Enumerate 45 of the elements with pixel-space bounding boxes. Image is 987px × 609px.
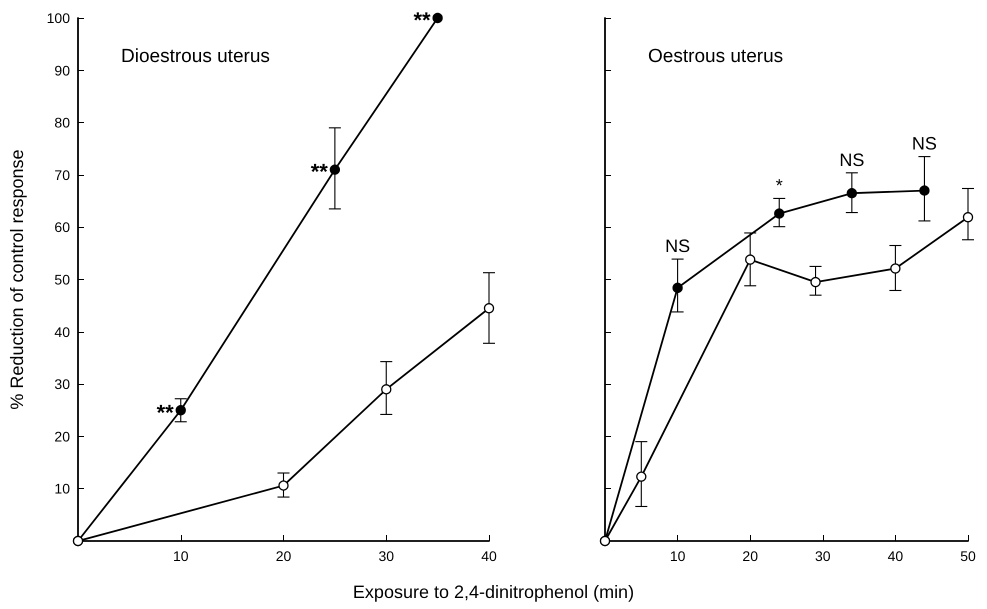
annotation: NS [912, 134, 937, 154]
x-tick-label: 30 [378, 548, 394, 564]
y-tick-label: 60 [54, 219, 70, 236]
y-tick-label: 50 [54, 272, 70, 288]
point [636, 472, 646, 482]
y-tick-label: 90 [54, 62, 70, 78]
annotation: ** [156, 400, 174, 425]
text: Dioestrous uterus [121, 46, 270, 67]
y-tick-label: 100 [46, 10, 70, 26]
point [672, 282, 683, 294]
annotation: ** [310, 159, 328, 184]
text: Oestrous uterus [648, 46, 784, 67]
annotation: NS [665, 236, 690, 256]
point [484, 303, 494, 314]
x-tick-label: 10 [172, 548, 189, 564]
x-tick-label: 20 [276, 548, 292, 564]
annotation: * [776, 175, 783, 196]
x-tick-label: 40 [481, 548, 497, 564]
point [846, 188, 857, 198]
x-tick-label: 50 [960, 548, 976, 564]
point [176, 405, 186, 416]
annotation: NS [839, 150, 864, 170]
point [432, 12, 443, 24]
y-tick-label: 30 [54, 376, 70, 392]
x-tick-label: 20 [742, 548, 758, 564]
point [890, 263, 901, 274]
point [919, 185, 930, 196]
point [810, 276, 821, 288]
x-tick-label: 30 [815, 548, 831, 564]
y-tick-label: 10 [54, 480, 70, 497]
point [330, 164, 340, 175]
point [962, 212, 974, 222]
y-tick-label: 80 [54, 114, 70, 131]
point [278, 480, 289, 491]
x-axis-title: Exposure to 2,4-dinitrophenol (min) [352, 582, 636, 603]
point [745, 254, 756, 265]
x-tick-label: 10 [670, 548, 686, 564]
y-tick-label: 20 [54, 428, 70, 444]
y-axis-title: % Reduction of control response [7, 149, 27, 410]
point [774, 208, 784, 219]
point [381, 384, 392, 394]
y-tick-label: 40 [54, 324, 70, 340]
y-tick-label: 70 [54, 166, 70, 183]
annotation: ** [414, 8, 432, 32]
x-tick-label: 40 [888, 548, 904, 564]
